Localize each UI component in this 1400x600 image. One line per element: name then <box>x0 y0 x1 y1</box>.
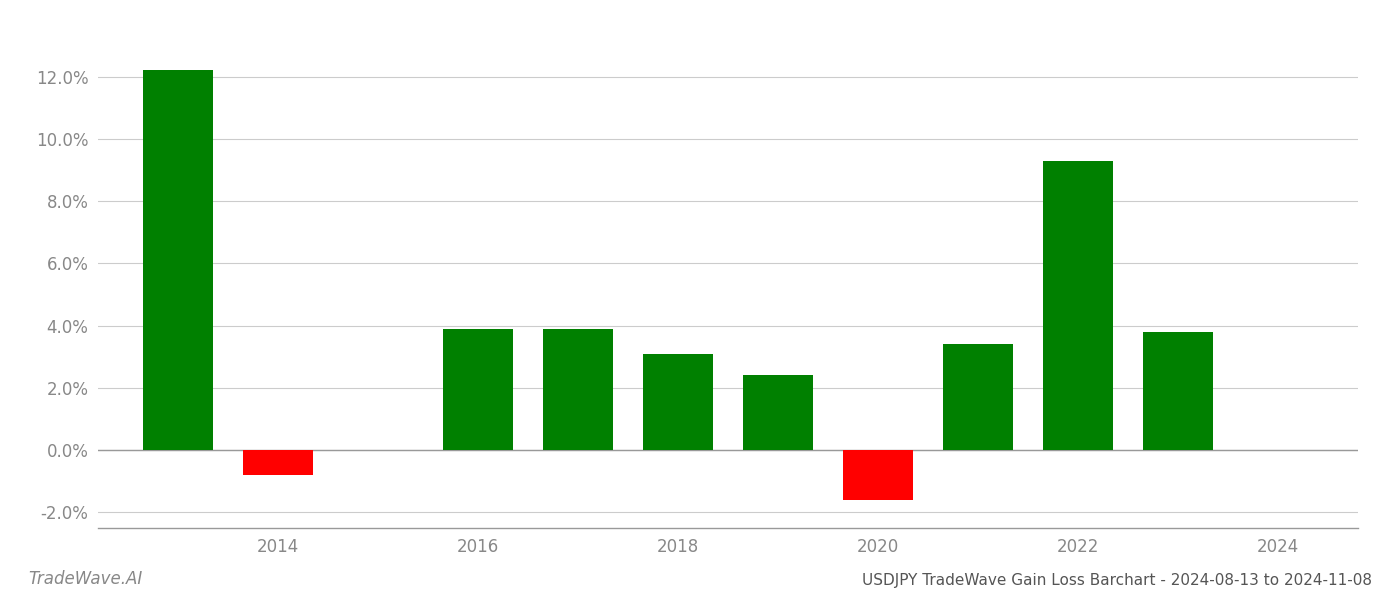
Bar <box>643 353 713 450</box>
Bar <box>442 329 512 450</box>
Bar <box>244 450 314 475</box>
Bar <box>743 376 813 450</box>
Bar <box>944 344 1014 450</box>
Bar <box>1142 332 1212 450</box>
Bar <box>143 70 213 450</box>
Text: TradeWave.AI: TradeWave.AI <box>28 570 143 588</box>
Bar <box>843 450 913 500</box>
Bar <box>1043 161 1113 450</box>
Text: USDJPY TradeWave Gain Loss Barchart - 2024-08-13 to 2024-11-08: USDJPY TradeWave Gain Loss Barchart - 20… <box>862 573 1372 588</box>
Bar <box>543 329 613 450</box>
